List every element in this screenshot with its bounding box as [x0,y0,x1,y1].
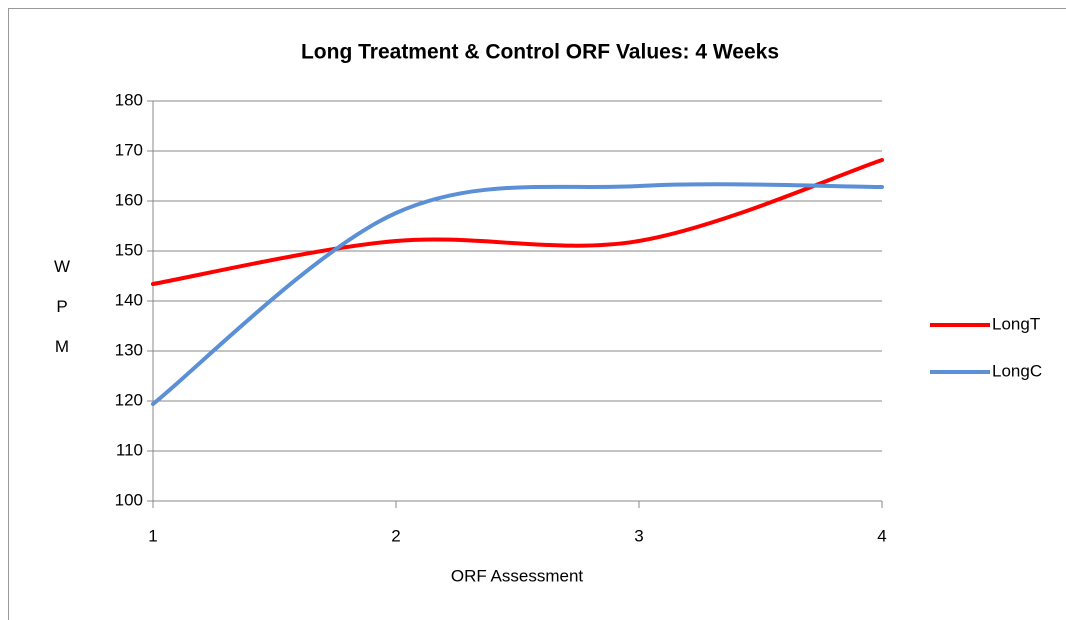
line-series [151,182,884,406]
x-tick-label: 1 [148,526,157,545]
y-tick-label: 180 [115,90,143,109]
x-axis-label: ORF Assessment [451,566,584,585]
chart-title: Long Treatment & Control ORF Values: 4 W… [301,41,779,64]
x-tick-label: 3 [634,526,643,545]
y-tick-label: 120 [115,390,143,409]
legend-label: LongT [992,314,1040,333]
y-tick-label: 140 [115,290,143,309]
y-tick-label: 150 [115,240,143,259]
y-tick-label: 160 [115,190,143,209]
y-tick-label: 170 [115,140,143,159]
x-tick-label: 4 [877,526,886,545]
y-tick-label: 110 [116,440,143,459]
y-tick-label: 130 [115,340,143,359]
line-series [151,158,884,286]
x-tick-label: 2 [391,526,400,545]
y-tick-label: 100 [115,490,143,509]
legend-label: LongC [992,361,1042,380]
